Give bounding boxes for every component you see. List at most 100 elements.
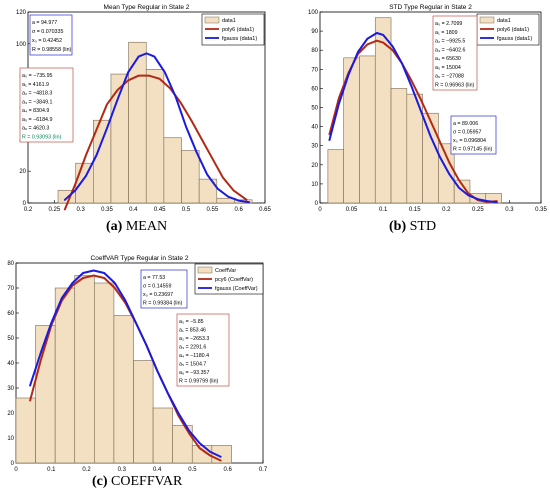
chart-coeffvar-gauss-fit-line [29,269,222,458]
chart-mean-bar [198,178,218,204]
chart-mean-ytick-label: 20 [19,169,26,175]
chart-coeffvar-bar [74,275,95,464]
chart-coeffvar-xtick-label: 0.4 [153,467,162,473]
chart-mean-fit-line: a₄ = 8304.9 [22,108,49,114]
chart-std-xtick-label: 0.3 [505,207,514,213]
chart-mean-bar [181,150,200,204]
chart-std-xtick-label: 0.05 [346,207,358,213]
chart-coeffvar-ytick-label: 70 [7,286,14,292]
chart-coeffvar-xtick-label: 0.7 [259,467,268,473]
chart-coeffvar-ytick-label: 30 [7,386,14,392]
chart-std-fit-box [450,115,497,155]
chart-mean-legend-label: fgauss (data1) [222,36,257,42]
chart-coeffvar-fit-box [176,313,230,387]
chart-std-fit-line: a₄ = 65630 [435,56,461,62]
chart-mean-fit-line: R = 0.98558 (lin) [32,47,72,53]
chart-coeffvar-legend-label: fgauss (CoeffVar) [215,286,258,292]
chart-coeffvar-xtick-label: 0 [14,467,18,473]
chart-std-ytick-label: 10 [311,182,318,188]
chart-std-xtick-label: 0.1 [379,207,388,213]
chart-coeffvar-bar [54,287,76,464]
chart-mean-xtick-label: 0.2 [24,207,33,213]
chart-coeffvar-bar [113,315,134,464]
chart-std-fit-line: R = 0.96963 (lin) [435,82,475,88]
chart-std-ytick-label: 90 [311,29,318,35]
chart-mean-legend-label: poly6 (data1) [222,27,254,33]
chart-std-fit-line: a₂ = −9925.5 [435,39,465,45]
chart-coeffvar-fit-line: a₃ = 2291.6 [179,344,206,350]
chart-std-fit-line: a₆ = −27088 [435,74,464,80]
chart-std-ytick-label: 20 [311,163,318,169]
chart-coeffvar-xtick-label: 0.1 [47,467,56,473]
chart-mean-xtick-label: 0.35 [101,207,113,213]
chart-coeffvar-ytick-label: 60 [7,311,14,317]
chart-coeffvar-fit-line: a = 77.53 [143,275,165,281]
chart-std-bar [485,193,502,204]
chart-coeffvar-fit-line: R = 0.99384 (lin) [143,300,183,306]
chart-coeffvar-ytick-label: 10 [7,436,14,442]
chart-coeffvar-fit-line: a₄ = −1180.4 [179,353,209,359]
chart-mean-xtick-label: 0.55 [206,207,218,213]
chart-mean-legend-label: data1 [222,18,236,24]
chart-std-ytick-label: 70 [311,67,318,73]
chart-coeffvar-xtick-label: 0.3 [118,467,127,473]
chart-coeffvar-ytick-label: 0 [11,461,15,467]
chart-std-ytick-label: 80 [311,48,318,54]
chart-mean-fit-line: a₃ = −3849.1 [22,99,52,105]
chart-coeffvar-bar [94,282,115,464]
chart-mean-fit-line: a₀ = −735.95 [22,73,53,79]
chart-std-ytick-label: 0 [315,201,319,207]
chart-coeffvar-fit-line: a₀ = −5.85 [179,319,204,325]
chart-coeffvar-xtick-label: 0.2 [82,467,91,473]
chart-std-ytick-label: 50 [311,106,318,112]
chart-mean-xtick-label: 0.4 [129,207,138,213]
chart-mean-fit-line: a₅ = −6184.9 [22,117,52,123]
chart-mean-fit-box [19,67,74,143]
chart-std-xtick-label: 0.25 [472,207,484,213]
chart-coeffvar-ytick-label: 80 [7,261,14,267]
chart-std-ytick-label: 100 [308,10,319,16]
chart-std-legend-swatch [479,16,495,24]
chart-mean-fit-line: a₂ = −4818.3 [22,91,52,97]
chart-coeffvar-fit-line: a₆ = −93.357 [179,370,209,376]
chart-coeffvar-ytick-label: 20 [7,411,14,417]
caption-std: (b) STD [389,219,436,235]
chart-mean-fit-line: σ = 0.070335 [32,29,63,35]
chart-std-legend-label: poly6 (data1) [497,27,529,33]
chart-mean-xtick-label: 0.5 [182,207,191,213]
caption-std-letter: (b) [389,219,407,234]
caption-mean-text: MEAN [125,219,168,234]
chart-coeffvar-title: CoeffVAR Type Regular in State 2 [91,255,189,262]
chart-mean-fit-line: R = 0.93093 (lin) [22,134,62,140]
caption-coeffvar-text: COEFFVAR [111,474,183,489]
chart-std-title: STD Type Regular in State 2 [389,4,472,11]
chart-mean-xtick-label: 0.65 [259,207,271,213]
chart-mean-ytick-label: 0 [23,201,27,207]
chart-std-legend-label: fgauss (data1) [497,36,532,42]
chart-coeffvar-fit-line: x₀ = 0.23697 [143,292,173,298]
chart-std-xtick-label: 0.15 [409,207,421,213]
chart-mean-fit-line: a₁ = 4161.9 [22,82,49,88]
chart-std-fit-line: σ = 0.05957 [453,129,482,135]
chart-std-ytick-label: 30 [311,144,318,150]
caption-std-text: STD [409,219,437,234]
chart-mean-ytick-label: 120 [16,10,27,16]
chart-coeffvar-legend-label: pcy6 (CoeffVar) [215,277,253,283]
chart-coeffvar-fit-line: a₂ = −2653.3 [179,336,209,342]
chart-std-fit-line: a = 89.006 [453,121,478,127]
caption-coeffvar: (c) COEFFVAR [92,474,182,490]
chart-coeffvar-bar [172,425,193,464]
chart-mean-bar [145,69,165,204]
chart-std-legend-label: data1 [497,18,511,24]
caption-mean-letter: (a) [106,219,123,234]
chart-mean-legend-swatch [204,16,220,24]
caption-mean: (a) MEAN [106,219,167,235]
chart-coeffvar-fit-line: σ = 0.14559 [143,283,172,289]
chart-coeffvar-bar [133,360,154,464]
chart-coeffvar-legend-label: CoeffVar [215,268,236,274]
chart-std-fit-line: a₃ = −6402.6 [435,47,465,53]
chart-mean-fit-line: a₆ = 4620.3 [22,126,49,132]
chart-mean-xtick-label: 0.25 [48,207,60,213]
